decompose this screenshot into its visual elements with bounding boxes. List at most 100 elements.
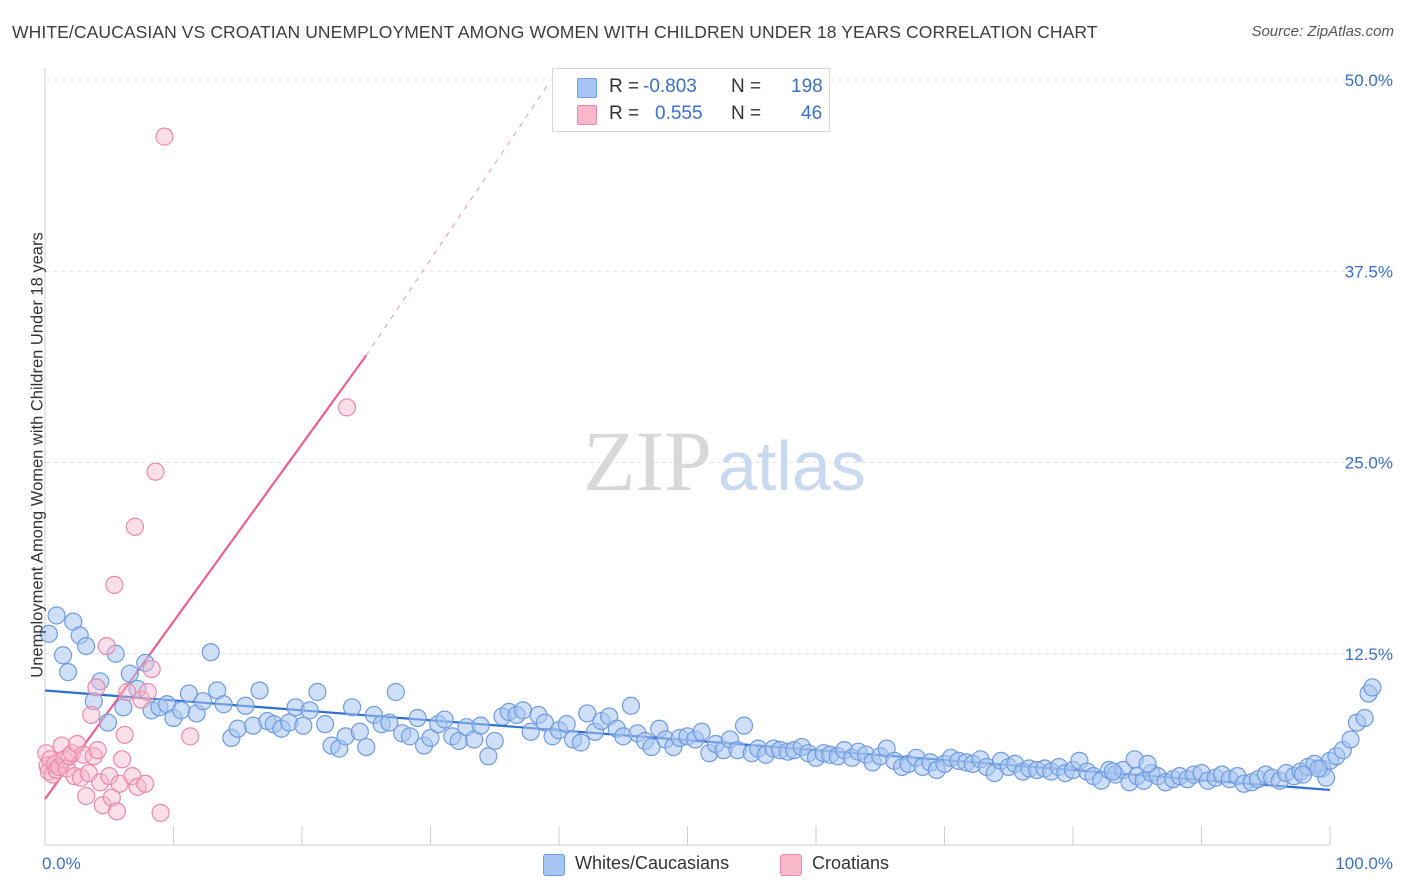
data-point-whites (557, 715, 576, 734)
legend-swatch-pink (577, 105, 597, 125)
chart-title: WHITE/CAUCASIAN VS CROATIAN UNEMPLOYMENT… (12, 22, 1098, 42)
data-point-whites (228, 719, 247, 738)
data-point-whites (1103, 762, 1122, 781)
legend-n-label: N = (731, 103, 762, 124)
data-point-croatians (82, 705, 101, 725)
legend-swatch-blue (577, 78, 597, 98)
trend-line-croatians-extension (365, 81, 551, 356)
data-point-croatians (118, 682, 137, 702)
y-axis-label: Unemployment Among Women with Children U… (28, 232, 47, 678)
data-point-croatians (77, 786, 96, 806)
x-tick-label: 0.0% (42, 854, 81, 873)
data-point-whites (179, 684, 199, 703)
data-point-whites (521, 722, 540, 741)
data-point-croatians (87, 678, 106, 697)
data-point-croatians (155, 127, 174, 146)
data-point-croatians (138, 682, 157, 702)
data-point-whites (214, 695, 233, 714)
legend-r-label: R = (609, 103, 640, 124)
data-point-croatians (142, 659, 161, 679)
data-point-croatians (91, 773, 110, 792)
legend-r-label: R = (609, 76, 640, 97)
y-tick-label: 50.0% (1345, 71, 1393, 90)
tick-labels: 12.5% 25.0% 37.5% 50.0% 0.0% 100.0% (42, 71, 1393, 873)
data-point-whites (114, 698, 133, 717)
legend-r-value: -0.803 (643, 76, 697, 97)
data-point-croatians (65, 767, 84, 786)
data-point-whites (578, 704, 597, 723)
data-point-whites (1355, 708, 1374, 728)
data-point-whites (692, 722, 711, 741)
data-point-whites (236, 696, 255, 715)
data-point-whites (485, 731, 504, 751)
data-point-croatians (100, 767, 119, 786)
x-tick-label: 100.0% (1335, 854, 1393, 873)
data-point-croatians (146, 462, 165, 481)
data-point-whites (300, 701, 319, 720)
data-point-croatians (136, 774, 155, 793)
data-point-whites (1293, 765, 1313, 784)
data-point-whites (201, 643, 220, 662)
data-point-croatians (337, 398, 357, 417)
data-point-croatians (181, 727, 200, 746)
data-point-whites (1341, 730, 1360, 749)
data-point-croatians (115, 725, 134, 744)
watermark-zip: ZIP (583, 413, 712, 509)
data-point-whites (421, 728, 440, 748)
data-point-whites (357, 737, 376, 757)
source-note: Source: ZipAtlas.com (1251, 23, 1394, 40)
data-point-whites (128, 679, 147, 699)
series-legend: Whites/Caucasians Croatians (0, 852, 1406, 878)
data-point-whites (400, 727, 420, 746)
data-point-whites (308, 682, 327, 702)
axes (44, 68, 1331, 846)
series-whites-points (39, 606, 1382, 793)
data-point-whites (1363, 678, 1382, 697)
data-point-whites (193, 692, 213, 711)
legend-swatch-pink (780, 854, 802, 876)
data-point-croatians (102, 788, 121, 807)
series-croatians-points (37, 127, 357, 822)
data-point-whites (471, 716, 490, 735)
data-point-whites (408, 708, 427, 728)
correlation-legend: R = -0.803 N = 198 R = 0.555 N = 46 (552, 68, 830, 132)
data-point-whites (59, 663, 78, 682)
data-point-croatians (88, 741, 107, 760)
data-point-whites (294, 716, 313, 735)
data-point-croatians (112, 750, 132, 769)
legend-swatch-blue (543, 854, 565, 876)
data-point-whites (435, 710, 454, 729)
data-point-whites (250, 681, 269, 700)
data-point-whites (120, 664, 139, 683)
data-point-croatians (125, 517, 145, 536)
legend-r-value: 0.555 (655, 103, 703, 124)
data-point-whites (642, 737, 661, 757)
data-point-croatians (107, 802, 127, 821)
data-point-whites (47, 606, 66, 625)
data-point-whites (571, 733, 590, 752)
data-point-whites (621, 696, 641, 715)
watermark: ZIP atlas (583, 413, 866, 509)
data-point-whites (350, 722, 369, 741)
legend-label-whites: Whites/Caucasians (575, 853, 730, 873)
data-point-whites (386, 682, 405, 702)
data-point-whites (1309, 759, 1328, 778)
data-point-croatians (105, 575, 124, 595)
data-point-whites (172, 701, 191, 720)
data-point-whites (77, 636, 96, 656)
watermark-atlas: atlas (718, 427, 866, 505)
data-point-croatians (68, 734, 87, 754)
data-point-whites (98, 713, 118, 732)
data-point-whites (343, 698, 362, 717)
legend-n-value: 46 (801, 103, 823, 124)
data-point-croatians (151, 803, 170, 822)
data-point-croatians (62, 744, 82, 763)
data-point-whites (734, 716, 754, 735)
data-point-whites (513, 701, 533, 720)
y-tick-label: 25.0% (1345, 454, 1393, 473)
data-point-whites (53, 646, 73, 665)
data-point-whites (39, 624, 58, 643)
y-tick-label: 12.5% (1345, 645, 1393, 664)
grid-lines (45, 79, 1395, 655)
